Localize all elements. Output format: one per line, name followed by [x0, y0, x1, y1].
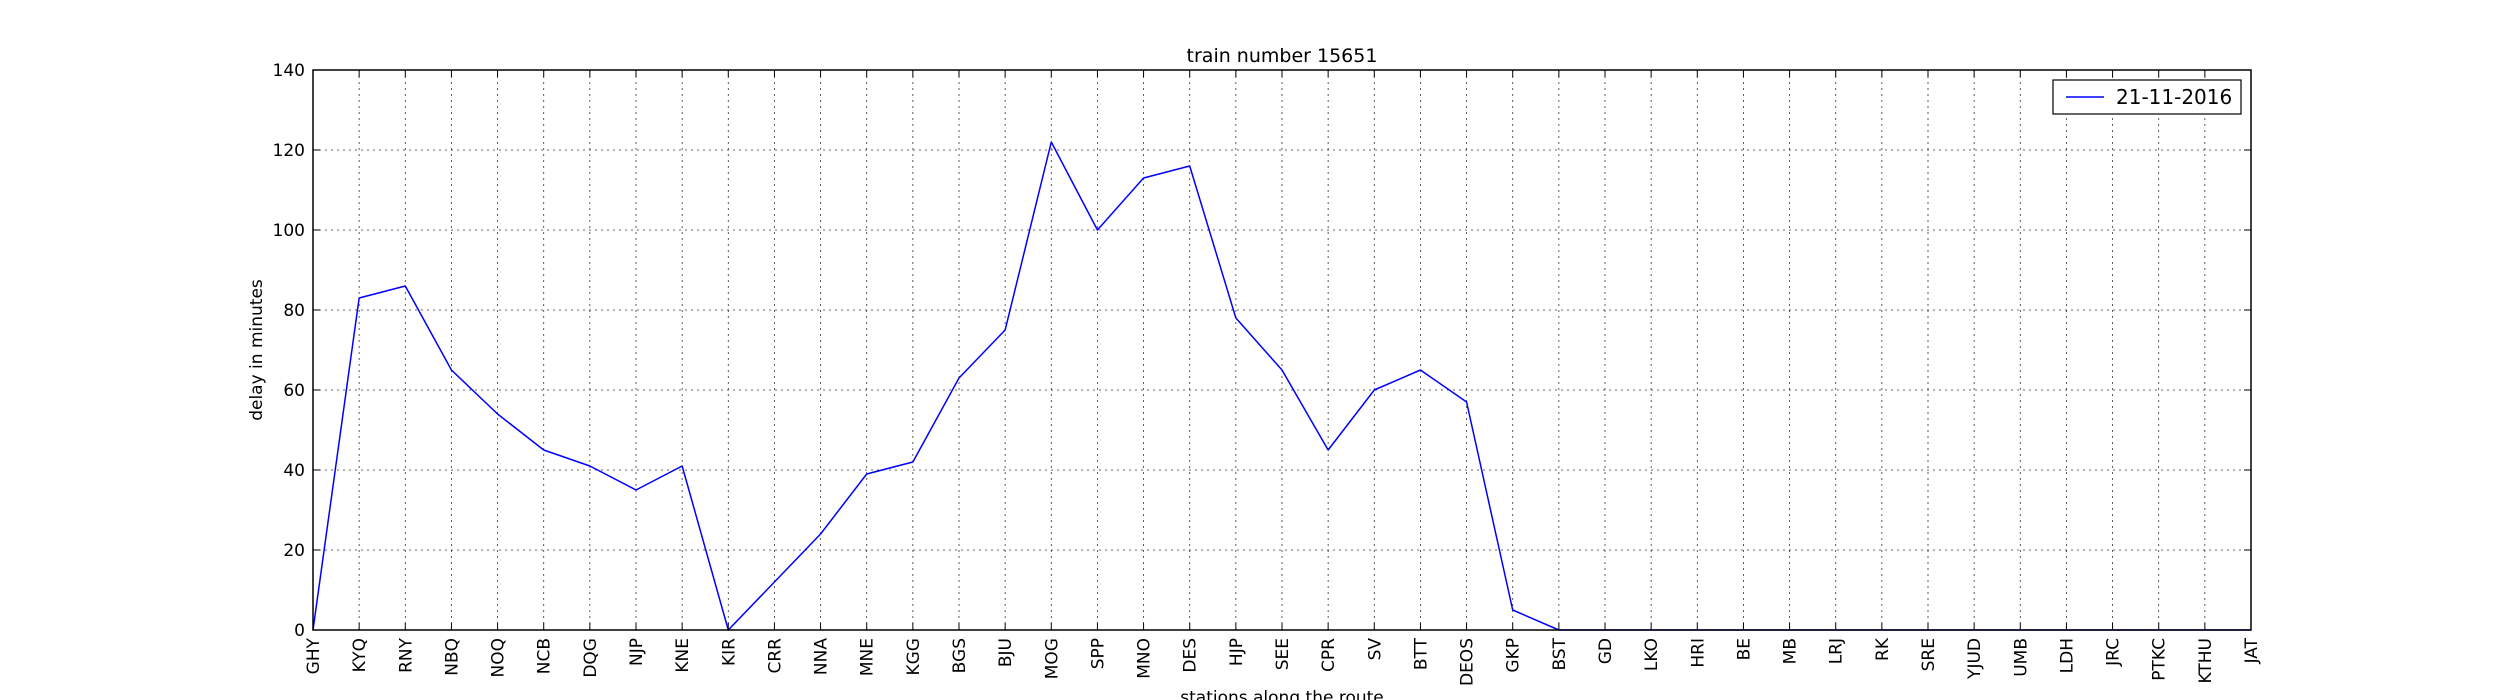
- x-tick-label: CPR: [1319, 638, 1339, 672]
- x-tick-label: KGG: [904, 638, 924, 676]
- y-tick-label: 140: [273, 61, 305, 81]
- x-tick-label: KYQ: [350, 638, 370, 672]
- x-tick-label: MOG: [1042, 638, 1062, 679]
- x-tick-label: DES: [1181, 638, 1201, 673]
- x-tick-label: SPP: [1088, 638, 1108, 669]
- x-tick-label: BST: [1550, 637, 1570, 670]
- x-tick-label: SV: [1365, 638, 1385, 661]
- x-tick-label: DQG: [581, 638, 601, 678]
- x-tick-label: NOQ: [489, 638, 509, 677]
- x-tick-label: UMB: [2011, 638, 2031, 677]
- x-tick-label: LRJ: [1827, 638, 1847, 664]
- legend-label: 21-11-2016: [2116, 85, 2232, 109]
- x-tick-label: KIR: [719, 638, 739, 666]
- x-tick-label: NCB: [535, 638, 555, 674]
- x-tick-label: MB: [1781, 638, 1801, 664]
- ticks: GHY KYQ RNY NBQ NOQ NCB DQG NJP KNE KIR CRR NNA MNE K…: [273, 61, 2262, 686]
- x-tick-label: NJP: [627, 638, 647, 666]
- x-tick-label: BGS: [950, 638, 970, 673]
- x-tick-label: BTT: [1411, 637, 1431, 670]
- x-tick-label: SEE: [1273, 638, 1293, 670]
- y-tick-label: 80: [283, 301, 305, 321]
- x-tick-label: LDH: [2057, 638, 2077, 673]
- x-tick-label: PTKC: [2150, 638, 2170, 681]
- y-axis-label: delay in minutes: [247, 279, 267, 421]
- y-tick-label: 60: [283, 381, 305, 401]
- x-tick-label: NBQ: [442, 638, 462, 676]
- x-tick-label: MNE: [858, 638, 878, 676]
- x-tick-label: GKP: [1504, 638, 1524, 673]
- y-tick-label: 120: [273, 141, 305, 161]
- x-tick-label: KNE: [673, 638, 693, 673]
- x-tick-label: BE: [1734, 638, 1754, 660]
- x-tick-label: RNY: [396, 637, 416, 673]
- x-tick-label: YJUD: [1965, 638, 1985, 680]
- x-tick-label: MNO: [1135, 638, 1155, 679]
- x-tick-label: CRR: [765, 638, 785, 674]
- x-tick-label: HRI: [1688, 638, 1708, 668]
- x-tick-label: HJP: [1227, 638, 1247, 666]
- x-tick-label: JAT: [2242, 637, 2262, 664]
- legend: 21-11-2016: [2052, 79, 2242, 115]
- x-tick-label: LKO: [1642, 638, 1662, 671]
- y-tick-label: 0: [294, 621, 305, 641]
- x-tick-label: GHY: [304, 637, 324, 674]
- x-tick-label: JRC: [2104, 638, 2124, 667]
- x-tick-label: GD: [1596, 638, 1616, 664]
- y-tick-label: 40: [283, 461, 305, 481]
- x-tick-label: DEOS: [1458, 638, 1478, 686]
- x-axis-label: stations along the route: [1180, 688, 1384, 700]
- x-tick-label: BJU: [996, 638, 1016, 667]
- x-tick-label: NNA: [812, 638, 832, 675]
- y-tick-label: 100: [273, 221, 305, 241]
- x-tick-label: RK: [1873, 637, 1893, 661]
- chart-title: train number 15651: [1187, 45, 1378, 67]
- y-tick-label: 20: [283, 541, 305, 561]
- x-tick-label: SRE: [1919, 638, 1939, 671]
- x-tick-label: KTHU: [2196, 638, 2216, 683]
